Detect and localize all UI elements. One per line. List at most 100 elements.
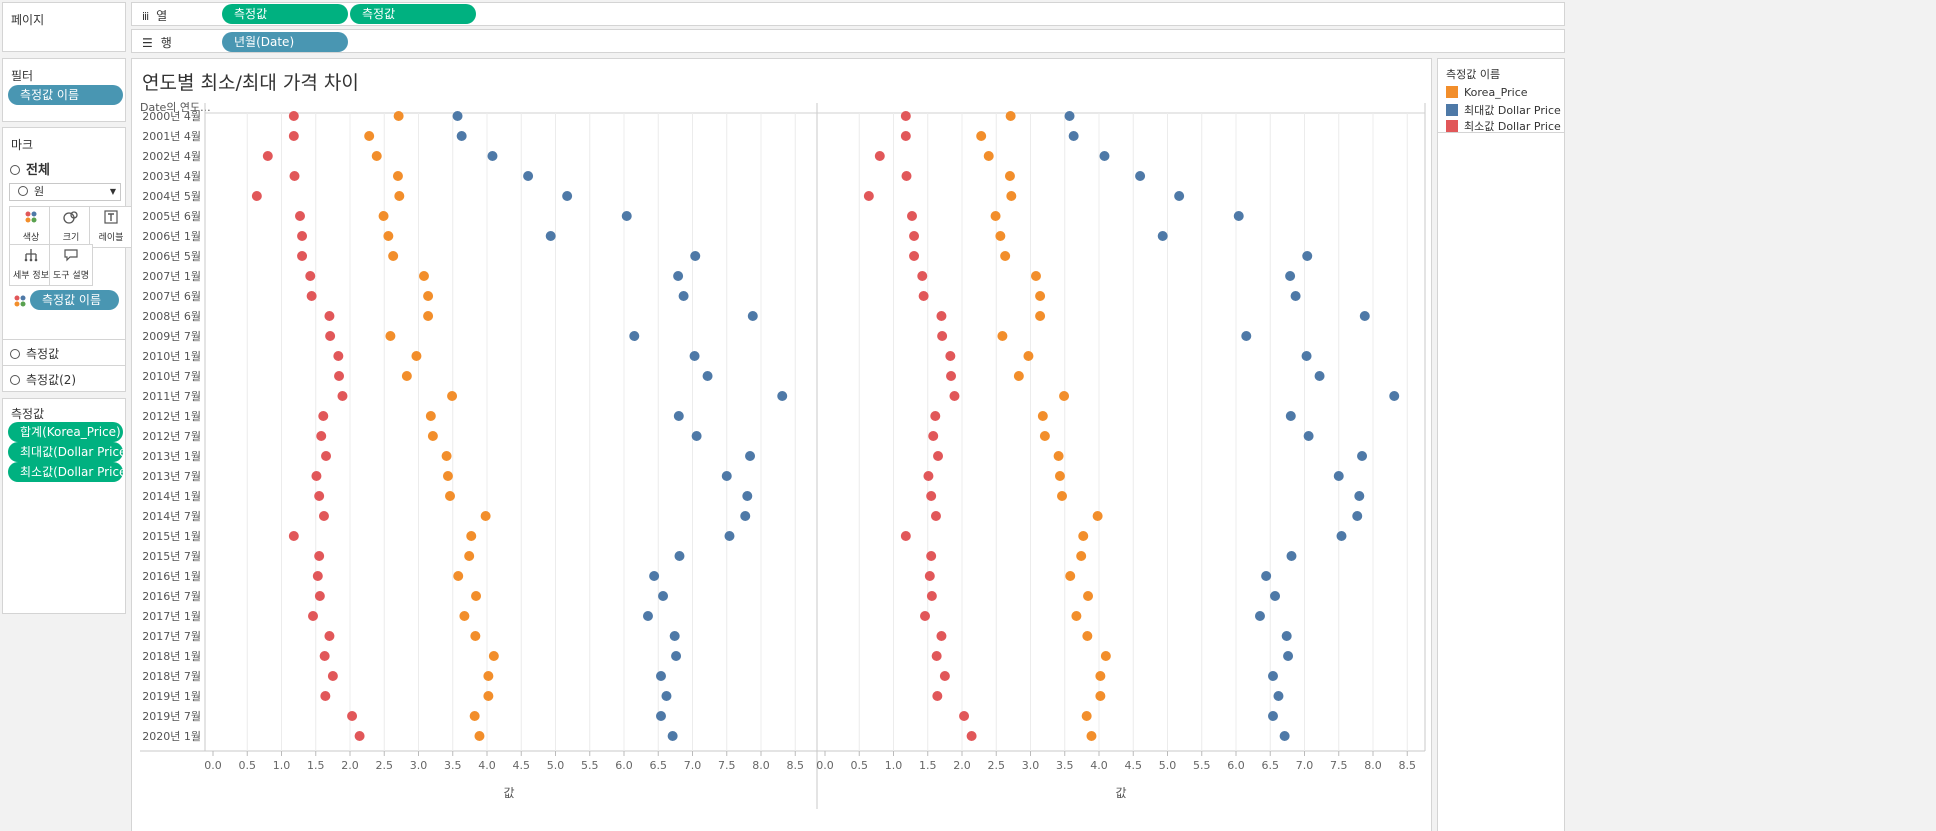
data-point: [1354, 491, 1365, 501]
mark-type-dropdown[interactable]: 원 ▼: [9, 183, 121, 201]
data-point: [724, 531, 735, 541]
data-point: [308, 611, 319, 621]
data-point: [900, 131, 911, 141]
row-label: 2005년 6월: [142, 210, 201, 223]
x-tick-label: 0.5: [851, 759, 869, 772]
data-point: [383, 231, 394, 241]
data-point: [294, 211, 305, 221]
filters-card[interactable]: 필터 측정값 이름: [2, 58, 126, 122]
data-point: [909, 231, 920, 241]
legend-item-max-dollar[interactable]: 최대값 Dollar Price: [1446, 102, 1561, 118]
data-point: [289, 171, 300, 181]
data-point: [418, 271, 429, 281]
data-point: [483, 671, 494, 681]
data-point: [1095, 671, 1106, 681]
data-point: [1279, 731, 1290, 741]
data-point: [325, 331, 336, 341]
data-point: [1359, 311, 1370, 321]
x-tick-label: 3.5: [444, 759, 462, 772]
data-point: [392, 171, 403, 181]
x-tick-label: 4.5: [513, 759, 531, 772]
data-point: [471, 591, 482, 601]
legend-item-min-dollar[interactable]: 최소값 Dollar Price: [1446, 118, 1561, 134]
data-point: [945, 351, 956, 361]
marks-card-measure-1[interactable]: 측정값: [10, 345, 59, 362]
row-label: 2016년 7월: [142, 590, 201, 603]
color-pill-measure-names[interactable]: 측정값 이름: [30, 290, 119, 310]
data-point: [917, 271, 928, 281]
measure-pill-min-dollar[interactable]: 최소값(Dollar Price): [8, 462, 123, 482]
data-point: [949, 391, 960, 401]
data-point: [702, 371, 713, 381]
label-button[interactable]: 레이블: [89, 206, 133, 248]
marks-card-measure-2[interactable]: 측정값(2): [10, 371, 76, 388]
data-point: [1273, 691, 1284, 701]
detail-icon: [10, 248, 52, 267]
columns-shelf[interactable]: iii 열 측정값 측정값: [131, 2, 1565, 26]
data-point: [936, 311, 947, 321]
data-point: [926, 551, 937, 561]
data-point: [740, 511, 751, 521]
x-tick-label: 7.5: [1330, 759, 1348, 772]
tooltip-button[interactable]: 도구 설명: [49, 244, 93, 286]
data-point: [347, 711, 358, 721]
rows-shelf-label: ☰ 행: [142, 36, 172, 50]
row-label: 2016년 1월: [142, 570, 201, 583]
rows-shelf[interactable]: ☰ 행 년월(Date): [131, 29, 1565, 53]
data-point: [1005, 111, 1016, 121]
pages-shelf[interactable]: 페이지: [2, 2, 126, 52]
data-point: [487, 151, 498, 161]
x-tick-label: 7.0: [1296, 759, 1314, 772]
x-tick-label: 6.0: [1227, 759, 1245, 772]
data-point: [388, 251, 399, 261]
data-point: [1013, 371, 1024, 381]
data-point: [1352, 511, 1363, 521]
columns-pill-measure-1[interactable]: 측정값: [222, 4, 348, 24]
filter-pill-measure-names[interactable]: 측정값 이름: [8, 85, 123, 105]
data-point: [319, 651, 330, 661]
data-point: [1333, 471, 1344, 481]
data-point: [483, 691, 494, 701]
data-point: [480, 511, 491, 521]
color-button[interactable]: 색상: [9, 206, 53, 248]
data-point: [1095, 691, 1106, 701]
data-point: [1037, 411, 1048, 421]
data-point: [1083, 591, 1094, 601]
measure-values-card[interactable]: 측정값 합계(Korea_Price) 최대값(Dollar Price) 최소…: [2, 398, 126, 614]
x-tick-label: 6.5: [650, 759, 668, 772]
data-point: [1065, 571, 1076, 581]
data-point: [1035, 311, 1046, 321]
data-point: [678, 291, 689, 301]
legend-panel-area: [1437, 133, 1565, 831]
data-point: [621, 211, 632, 221]
circle-icon: [10, 375, 20, 385]
detail-button[interactable]: 세부 정보: [9, 244, 53, 286]
data-point: [959, 711, 970, 721]
measure-pill-korea-price[interactable]: 합계(Korea_Price): [8, 422, 123, 442]
data-point: [923, 471, 934, 481]
size-button[interactable]: 크기: [49, 206, 93, 248]
row-label: 2020년 1월: [142, 730, 201, 743]
color-legend[interactable]: 측정값 이름 Korea_Price 최대값 Dollar Price 최소값 …: [1437, 58, 1565, 133]
measure-pill-max-dollar[interactable]: 최대값(Dollar Price): [8, 442, 123, 462]
data-point: [1053, 451, 1064, 461]
row-label: 2007년 6월: [142, 290, 201, 303]
columns-pill-measure-2[interactable]: 측정값: [350, 4, 476, 24]
data-point: [1157, 231, 1168, 241]
row-label: 2013년 1월: [142, 450, 201, 463]
text-icon: [90, 210, 132, 229]
x-tick-label: 0.0: [204, 759, 222, 772]
data-point: [411, 351, 422, 361]
data-point: [1059, 391, 1070, 401]
data-point: [378, 211, 389, 221]
data-point: [297, 231, 308, 241]
data-point: [305, 271, 316, 281]
data-point: [669, 631, 680, 641]
marks-all-tab[interactable]: 전체: [10, 159, 50, 178]
rows-pill-date[interactable]: 년월(Date): [222, 32, 348, 52]
data-point: [288, 111, 299, 121]
data-point: [629, 331, 640, 341]
data-point: [1030, 271, 1041, 281]
legend-item-korea-price[interactable]: Korea_Price: [1446, 86, 1528, 99]
rows-icon: ☰: [142, 36, 153, 50]
